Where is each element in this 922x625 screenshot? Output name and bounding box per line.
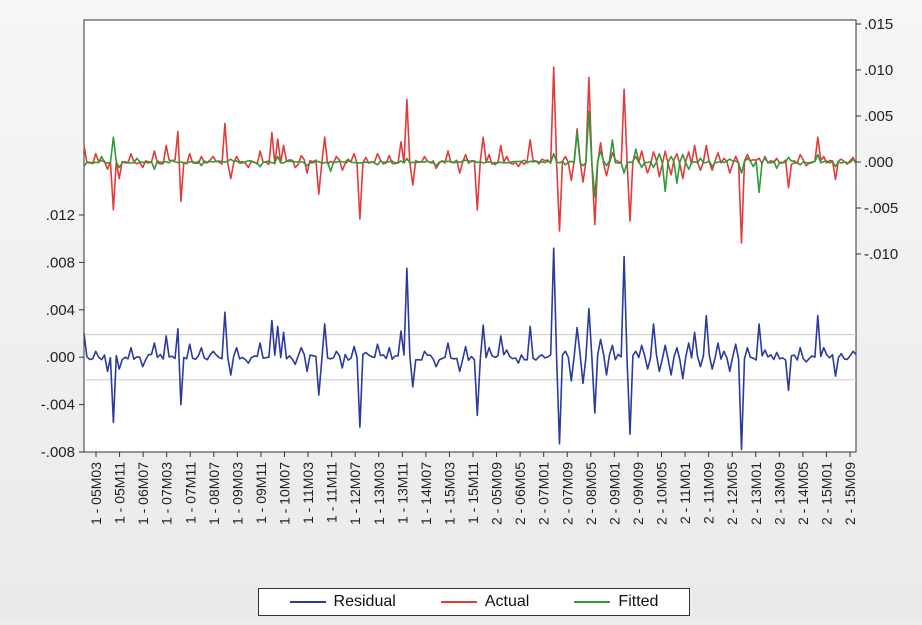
lines-layer — [83, 66, 857, 451]
x-tick-label-9: 1 - 11M03 — [300, 462, 316, 524]
legend-item-actual: Actual — [440, 593, 530, 611]
x-tick-label-11: 1 - 12M07 — [347, 462, 363, 525]
x-tick-label-29: 2 - 13M09 — [771, 462, 787, 525]
right-tick-label-1: .010 — [864, 62, 893, 79]
right-tick-label-2: .005 — [864, 108, 893, 125]
x-tick-label-4: 1 - 07M11 — [182, 462, 198, 524]
right-tick-label-5: -.010 — [864, 246, 898, 263]
legend: Residual Actual Fitted — [258, 588, 690, 616]
x-tick-label-14: 1 - 14M07 — [418, 462, 434, 525]
legend-swatch-actual — [440, 601, 477, 603]
x-tick-label-6: 1 - 09M03 — [229, 462, 245, 525]
x-tick-label-18: 2 - 06M05 — [512, 462, 528, 525]
x-tick-label-30: 2 - 14M05 — [795, 462, 811, 525]
x-tick-label-24: 2 - 10M05 — [654, 462, 670, 525]
x-tick-label-32: 2 - 15M09 — [842, 462, 858, 525]
x-tick-label-25: 2 - 11M01 — [677, 462, 693, 524]
x-tick-label-12: 1 - 13M03 — [371, 462, 387, 525]
x-tick-label-27: 2 - 12M05 — [724, 462, 740, 525]
x-tick-label-1: 1 - 05M11 — [112, 462, 128, 524]
left-axis: .012 .008 .004 .000 -.004 -.008 — [41, 207, 84, 461]
x-tick-label-13: 1 - 13M11 — [394, 462, 410, 524]
right-tick-label-3: .000 — [864, 154, 893, 171]
left-tick-label-3: .000 — [46, 349, 75, 366]
x-tick-label-17: 2 - 05M09 — [489, 462, 505, 525]
series-line-fitted — [83, 110, 857, 198]
x-tick-label-3: 1 - 07M03 — [159, 462, 175, 525]
left-tick-label-1: .008 — [46, 254, 75, 271]
left-tick-label-5: -.008 — [41, 444, 75, 461]
left-tick-label-4: -.004 — [41, 397, 75, 414]
x-axis: 1 - 05M03 1 - 05M11 1 - 06M07 1 - 07M03 1 - … — [88, 452, 858, 525]
legend-label-residual: Residual — [333, 593, 396, 610]
x-tick-label-10: 1 - 11M11 — [324, 462, 340, 523]
x-tick-label-26: 2 - 11M09 — [701, 462, 717, 524]
right-axis: .015 .010 .005 .000 -.005 -.010 — [856, 16, 898, 263]
x-tick-label-2: 1 - 06M07 — [135, 462, 151, 525]
legend-swatch-residual — [289, 601, 326, 603]
x-tick-label-20: 2 - 07M09 — [559, 462, 575, 525]
legend-item-residual: Residual — [289, 593, 396, 611]
x-tick-label-31: 2 - 15M01 — [818, 462, 834, 525]
x-tick-label-7: 1 - 09M11 — [253, 462, 269, 524]
x-tick-label-23: 2 - 09M09 — [630, 462, 646, 525]
x-tick-label-8: 1 - 10M07 — [277, 462, 293, 525]
left-tick-label-2: .004 — [46, 302, 75, 319]
legend-swatch-fitted — [574, 601, 611, 603]
x-tick-label-15: 1 - 15M03 — [441, 462, 457, 525]
right-tick-label-0: .015 — [864, 16, 893, 33]
x-tick-label-21: 2 - 08M05 — [583, 462, 599, 525]
x-tick-label-28: 2 - 13M01 — [748, 462, 764, 525]
x-tick-label-16: 1 - 15M11 — [465, 462, 481, 524]
grid-layer — [84, 334, 856, 381]
legend-label-actual: Actual — [484, 593, 530, 610]
right-tick-label-4: -.005 — [864, 200, 898, 217]
left-tick-label-0: .012 — [46, 207, 75, 224]
series-line-residual — [83, 247, 857, 451]
x-tick-label-19: 2 - 07M01 — [536, 462, 552, 525]
legend-label-fitted: Fitted — [618, 593, 659, 610]
x-tick-label-22: 2 - 09M01 — [606, 462, 622, 525]
x-tick-label-5: 1 - 08M07 — [206, 462, 222, 525]
legend-item-fitted: Fitted — [574, 593, 658, 611]
x-tick-label-0: 1 - 05M03 — [88, 462, 104, 525]
